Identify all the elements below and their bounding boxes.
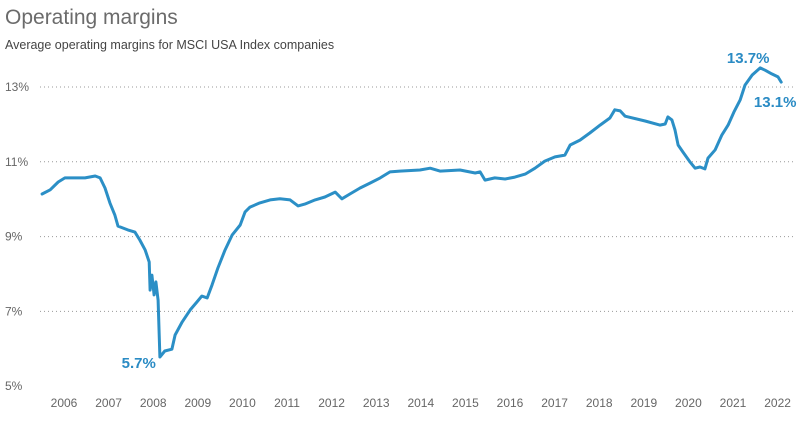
annotations: 5.7% 13.7% 13.1% [122, 50, 797, 372]
y-axis-ticks: 13% 11% 9% 7% 5% [5, 80, 29, 393]
data-label: 13.7% [727, 50, 770, 67]
x-tick-label: 2021 [720, 396, 747, 410]
x-tick-label: 2022 [764, 396, 791, 410]
x-tick-label: 2008 [140, 396, 167, 410]
y-tick-label: 5% [5, 379, 23, 393]
x-tick-label: 2020 [675, 396, 702, 410]
x-tick-label: 2009 [184, 396, 211, 410]
x-tick-label: 2013 [363, 396, 390, 410]
x-tick-label: 2015 [452, 396, 479, 410]
x-axis-ticks: 2006 2007 2008 2009 2010 2011 2012 2013 2014 2015… [51, 396, 792, 410]
series-line-operating-margin [40, 66, 783, 359]
x-tick-label: 2019 [630, 396, 657, 410]
x-tick-label: 2014 [407, 396, 434, 410]
y-tick-label: 7% [5, 304, 23, 318]
x-tick-label: 2007 [95, 396, 122, 410]
x-tick-label: 2017 [541, 396, 568, 410]
x-tick-label: 2006 [51, 396, 78, 410]
chart-subtitle: Average operating margins for MSCI USA I… [5, 38, 335, 52]
y-tick-label: 13% [5, 80, 29, 94]
y-tick-label: 11% [5, 155, 28, 169]
x-tick-label: 2011 [274, 396, 300, 410]
chart-title: Operating margins [5, 6, 178, 29]
y-tick-label: 9% [5, 230, 23, 244]
x-tick-label: 2016 [497, 396, 524, 410]
data-label: 13.1% [754, 94, 797, 111]
x-tick-label: 2010 [229, 396, 256, 410]
series [40, 66, 783, 359]
x-tick-label: 2012 [318, 396, 345, 410]
data-label: 5.7% [122, 355, 156, 372]
x-tick-label: 2018 [586, 396, 613, 410]
